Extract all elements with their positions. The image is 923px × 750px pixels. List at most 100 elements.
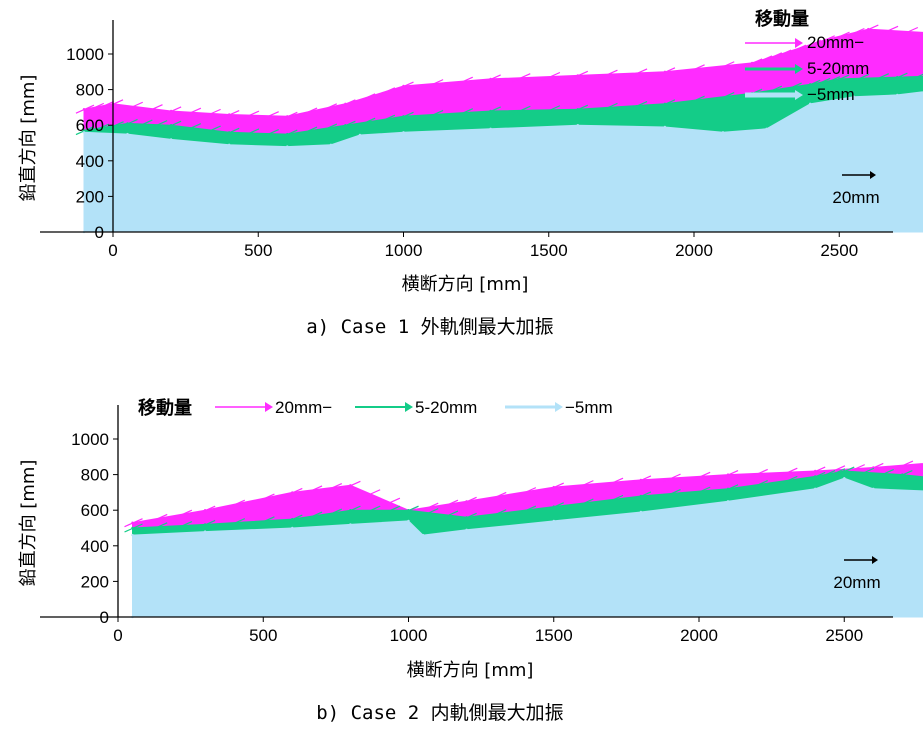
y-tick-label: 400 bbox=[76, 152, 104, 171]
data-point bbox=[402, 115, 405, 118]
displacement-arrow bbox=[575, 498, 594, 508]
displacement-arrow bbox=[749, 468, 768, 478]
data-point bbox=[402, 84, 405, 88]
data-point bbox=[286, 145, 289, 148]
data-point bbox=[639, 478, 643, 482]
data-point bbox=[901, 473, 904, 476]
x-tick-label: 1500 bbox=[530, 241, 568, 260]
displacement-arrow bbox=[173, 509, 193, 519]
data-point bbox=[843, 469, 846, 473]
legend: 移動量 20mm− 5-20mm −5mm bbox=[745, 8, 869, 104]
displacement-arrow bbox=[811, 77, 831, 87]
data-point bbox=[639, 510, 643, 514]
displacement-arrow bbox=[628, 68, 648, 78]
legend-label: −5mm bbox=[565, 398, 613, 417]
scale-label: 20mm bbox=[832, 188, 879, 207]
x-axis-label: 横断方向 [mm] bbox=[407, 660, 534, 681]
displacement-arrow bbox=[202, 125, 221, 135]
legend: 移動量 20mm− 5-20mm −5mm bbox=[138, 397, 613, 419]
data-point bbox=[131, 533, 134, 537]
data-point bbox=[872, 487, 875, 490]
data-point bbox=[663, 125, 667, 129]
data-point bbox=[814, 469, 817, 473]
data-point bbox=[228, 143, 231, 146]
displacement-arrow bbox=[783, 82, 802, 92]
data-point bbox=[126, 132, 129, 136]
scale-indicator: 20mm bbox=[832, 171, 880, 207]
displacement-arrow bbox=[381, 497, 401, 507]
y-tick-label: 800 bbox=[76, 81, 104, 100]
legend-label: 20mm− bbox=[275, 398, 332, 417]
data-point bbox=[721, 131, 725, 134]
data-point bbox=[814, 475, 817, 478]
displacement-arrow bbox=[318, 123, 338, 133]
series-under-5mm bbox=[82, 91, 923, 234]
data-point bbox=[663, 70, 667, 74]
y-tick-label: 1000 bbox=[71, 430, 109, 449]
data-point bbox=[639, 494, 643, 498]
displacement-arrow bbox=[260, 128, 279, 139]
chart-case-2: -500050010001500200025003000350040004500… bbox=[18, 397, 923, 724]
displacement-arrow bbox=[439, 510, 459, 520]
legend-label: 20mm− bbox=[807, 33, 864, 52]
displacement-arrow bbox=[256, 493, 275, 503]
displacement-arrow bbox=[779, 467, 798, 477]
data-point bbox=[726, 487, 730, 490]
displacement-arrow bbox=[826, 468, 846, 478]
data-point bbox=[552, 505, 555, 508]
data-point bbox=[726, 500, 730, 503]
displacement-arrow bbox=[420, 502, 439, 512]
displacement-arrow bbox=[226, 518, 246, 528]
displacement-arrow bbox=[487, 491, 507, 502]
displacement-arrow bbox=[226, 499, 246, 509]
displacement-arrow bbox=[85, 102, 105, 112]
legend-label: −5mm bbox=[807, 85, 855, 104]
displacement-arrow bbox=[517, 505, 537, 515]
displacement-arrow bbox=[148, 120, 168, 130]
data-point bbox=[349, 484, 352, 487]
displacement-arrow bbox=[850, 73, 870, 83]
x-tick-label: 1000 bbox=[385, 241, 423, 260]
displacement-arrow bbox=[715, 92, 735, 102]
displacement-arrow bbox=[686, 64, 705, 74]
data-point bbox=[358, 133, 362, 137]
displacement-arrow bbox=[662, 473, 681, 483]
displacement-arrow bbox=[870, 73, 890, 83]
displacement-arrow bbox=[454, 108, 474, 118]
displacement-arrow bbox=[763, 52, 783, 62]
data-point bbox=[823, 38, 826, 41]
data-point bbox=[843, 477, 846, 480]
data-point bbox=[131, 526, 134, 530]
data-point bbox=[489, 77, 492, 81]
y-tick-label: 0 bbox=[100, 608, 109, 627]
x-tick-label: 0 bbox=[113, 626, 122, 645]
y-tick-label: 800 bbox=[81, 466, 109, 485]
data-point bbox=[779, 52, 783, 56]
displacement-arrow bbox=[134, 119, 153, 129]
displacement-arrow bbox=[894, 460, 914, 470]
chart-case-1: -500050010001500200025003000350040004500… bbox=[18, 8, 923, 338]
x-tick-label: 2000 bbox=[675, 241, 713, 260]
displacement-arrow bbox=[323, 483, 343, 493]
data-point bbox=[407, 509, 410, 512]
data-point bbox=[838, 77, 841, 81]
displacement-arrow bbox=[260, 111, 279, 121]
data-point bbox=[228, 131, 231, 134]
displacement-arrow bbox=[173, 521, 193, 531]
x-tick-label: 2000 bbox=[680, 626, 718, 645]
displacement-arrow bbox=[303, 485, 323, 495]
displacement-arrow bbox=[303, 511, 323, 521]
data-point bbox=[726, 473, 730, 476]
y-tick-label: 200 bbox=[81, 572, 109, 591]
displacement-arrow bbox=[105, 121, 124, 131]
legend-arrowhead bbox=[795, 38, 803, 48]
displacement-arrow bbox=[202, 108, 221, 118]
x-tick-label: 1500 bbox=[535, 626, 573, 645]
data-point bbox=[344, 102, 347, 106]
data-point bbox=[126, 122, 129, 125]
data-point bbox=[169, 109, 173, 113]
scale-label: 20mm bbox=[833, 573, 880, 592]
displacement-arrow bbox=[376, 87, 396, 97]
data-point bbox=[663, 102, 667, 106]
data-point bbox=[349, 509, 352, 512]
